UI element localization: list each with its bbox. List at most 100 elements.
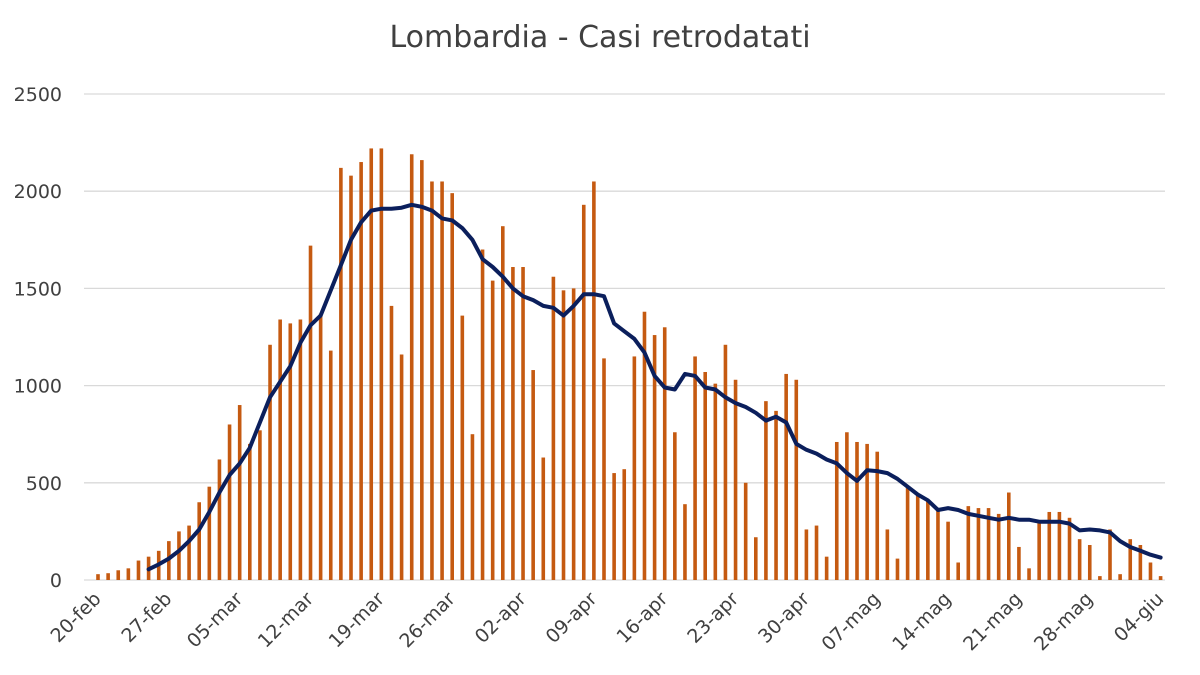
- y-tick-label: 0: [50, 570, 62, 592]
- bar: [248, 443, 252, 580]
- bar: [288, 323, 293, 580]
- bar: [885, 529, 890, 580]
- bar: [501, 226, 505, 580]
- bar: [318, 313, 323, 580]
- bar: [1047, 511, 1052, 580]
- y-tick-label: 2000: [14, 181, 62, 203]
- bar: [895, 558, 900, 580]
- bar: [926, 500, 930, 580]
- bar: [905, 486, 910, 580]
- bar: [349, 175, 353, 580]
- bar: [581, 204, 586, 581]
- bar: [1158, 576, 1163, 580]
- bar: [237, 405, 242, 580]
- bar: [996, 513, 1001, 580]
- bar: [278, 319, 282, 580]
- bar: [1007, 492, 1011, 580]
- bar: [855, 441, 859, 580]
- bar: [197, 502, 201, 580]
- bar: [784, 373, 788, 580]
- x-tick-label: 12-mar: [254, 588, 318, 652]
- bar: [966, 506, 971, 580]
- bar: [207, 486, 212, 580]
- x-tick-label: 19-mar: [325, 588, 389, 652]
- bar: [430, 181, 434, 581]
- bar: [824, 556, 829, 580]
- bar: [409, 154, 414, 580]
- bar: [976, 508, 981, 580]
- bar: [136, 560, 141, 580]
- bar: [703, 371, 707, 580]
- bar-series: [96, 148, 1163, 581]
- bar: [96, 574, 100, 580]
- bar: [602, 358, 606, 580]
- bar: [662, 327, 667, 580]
- bar: [794, 379, 799, 580]
- x-tick-label: 02-apr: [471, 588, 531, 648]
- bar: [460, 315, 465, 580]
- bar: [592, 181, 596, 581]
- bar: [1027, 568, 1031, 580]
- bar: [561, 290, 566, 580]
- y-tick-label: 500: [26, 473, 62, 495]
- bar: [743, 482, 748, 580]
- bar: [217, 459, 222, 580]
- x-tick-label: 14-mag: [888, 588, 955, 655]
- x-axis-ticks: 20-feb 27-feb 05-mar 12-mar 19-mar 26-mar 02-a…: [47, 588, 1169, 655]
- bar: [1067, 517, 1072, 580]
- bar: [1098, 576, 1102, 580]
- x-tick-label: 26-mar: [395, 588, 459, 652]
- bar: [1037, 521, 1041, 580]
- bar: [814, 525, 819, 580]
- bar: [420, 160, 424, 580]
- bar: [1057, 511, 1062, 580]
- bar: [187, 525, 191, 580]
- bar: [268, 344, 272, 580]
- x-tick-label: 30-apr: [754, 588, 814, 648]
- bar: [521, 267, 525, 580]
- bar: [1138, 545, 1143, 580]
- bar: [956, 562, 960, 580]
- bar: [693, 356, 697, 580]
- bar: [915, 494, 920, 580]
- bar: [531, 370, 535, 580]
- bar: [1108, 529, 1112, 580]
- bar: [126, 568, 131, 580]
- x-tick-label: 16-apr: [612, 588, 672, 648]
- bar: [1128, 539, 1133, 580]
- bar: [379, 148, 384, 580]
- bar: [116, 570, 121, 580]
- bar: [308, 245, 313, 580]
- bar: [227, 424, 232, 580]
- bar: [642, 311, 647, 580]
- bar: [359, 162, 363, 581]
- chart-title: Lombardia - Casi retrodatati: [389, 20, 811, 55]
- bar: [632, 356, 637, 580]
- bar: [328, 350, 333, 580]
- bar: [106, 573, 110, 580]
- bar: [804, 529, 809, 580]
- bar: [946, 521, 950, 580]
- bar: [399, 354, 404, 580]
- bar: [298, 319, 303, 580]
- bar: [834, 441, 839, 580]
- bar: [652, 335, 657, 580]
- bar: [622, 469, 627, 580]
- bar: [774, 410, 778, 580]
- x-tick-label: 07-mag: [817, 588, 884, 655]
- bar: [986, 508, 991, 580]
- bar: [541, 457, 546, 580]
- bar: [713, 383, 718, 580]
- x-tick-label: 23-apr: [683, 588, 743, 648]
- bar: [683, 504, 687, 580]
- x-tick-label: 28-mag: [1030, 588, 1097, 655]
- bar: [258, 430, 262, 580]
- x-tick-label: 27-feb: [117, 588, 176, 647]
- bar: [723, 344, 728, 580]
- y-tick-label: 1500: [14, 278, 62, 300]
- bar: [1017, 546, 1021, 580]
- bar: [1087, 545, 1092, 580]
- bar: [733, 379, 738, 580]
